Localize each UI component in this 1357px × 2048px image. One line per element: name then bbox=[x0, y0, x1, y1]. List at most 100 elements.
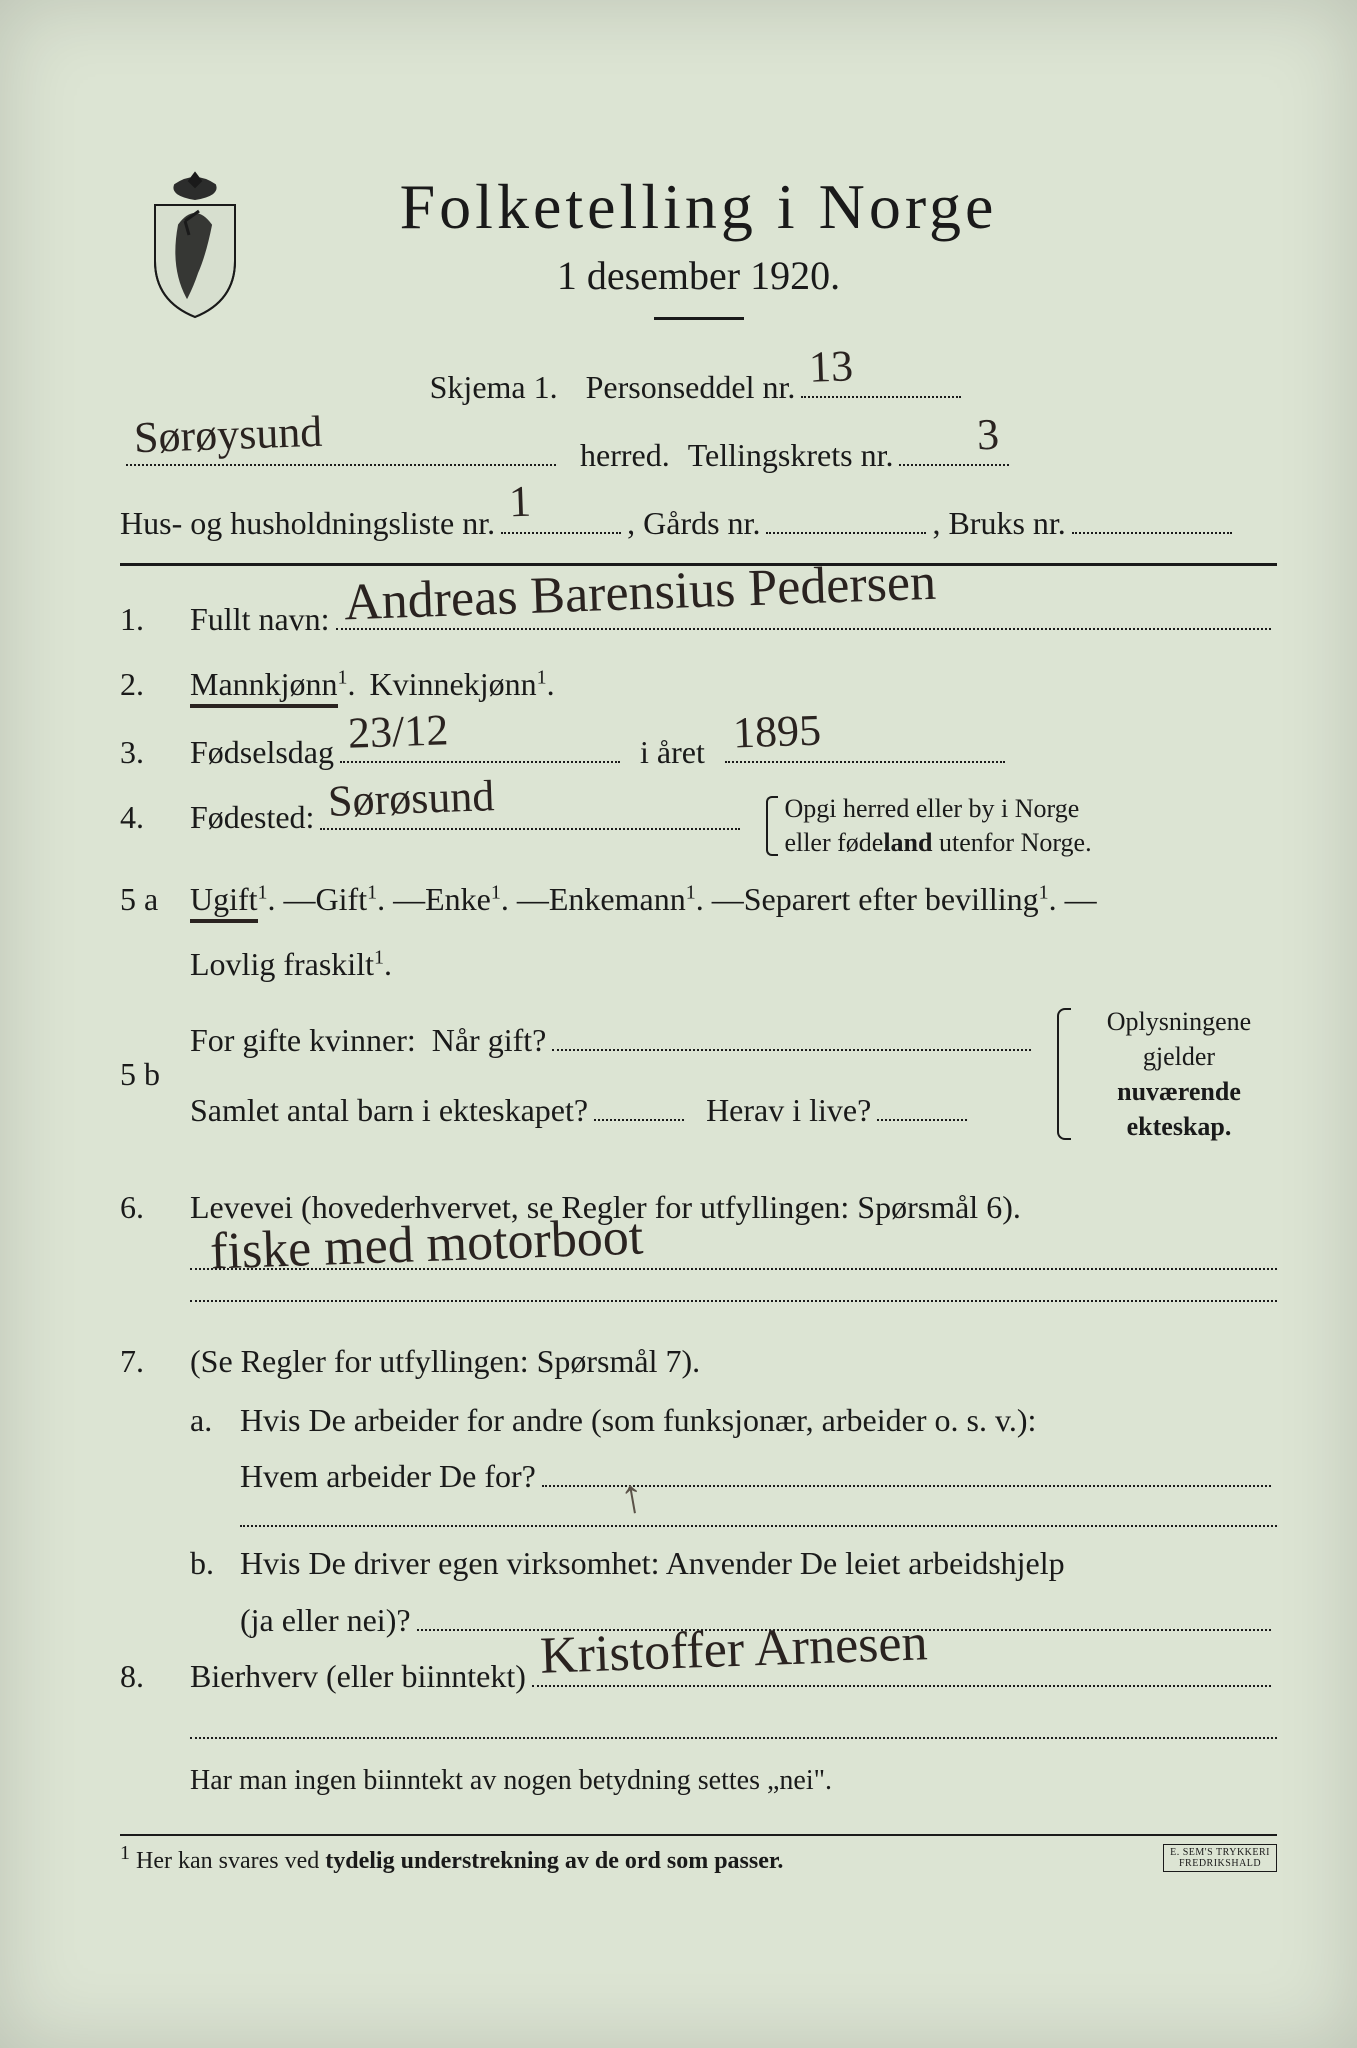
coat-of-arms-icon bbox=[135, 165, 255, 325]
form-inner: Folketelling i Norge 1 desember 1920. Sk… bbox=[120, 60, 1277, 2008]
q7a-line1: a. Hvis De arbeider for andre (som funks… bbox=[190, 1402, 1277, 1439]
personseddel-nr-field: 13 bbox=[801, 360, 961, 398]
q5b-line2: Samlet antal barn i ekteskapet? Herav i … bbox=[190, 1082, 1037, 1136]
q7-num: 7. bbox=[120, 1336, 190, 1387]
row-hus: Hus- og husholdningsliste nr. 1 , Gårds … bbox=[120, 495, 1277, 549]
q7a-field bbox=[542, 1449, 1271, 1487]
q5b-line1-field bbox=[552, 1013, 1031, 1051]
row-q5a-cont: Lovlig fraskilt1. bbox=[120, 939, 1277, 990]
q4-note: Opgi herred eller by i Norge eller fødel… bbox=[766, 792, 1091, 860]
q5a-gift: Gift1. — bbox=[316, 874, 426, 925]
footnote-text: Her kan svares ved tydelig understreknin… bbox=[136, 1848, 783, 1874]
closing-note: Har man ingen biinntekt av nogen betydni… bbox=[190, 1759, 832, 1804]
footnote-text-wrap: 1 Her kan svares ved tydelig understrekn… bbox=[120, 1842, 783, 1875]
q5a-num: 5 a bbox=[120, 874, 190, 925]
footnote-rule bbox=[120, 1834, 1277, 1836]
q8-label: Bierhverv (eller biinntekt) bbox=[190, 1651, 526, 1702]
title-rule bbox=[654, 317, 744, 320]
q7a-text2: Hvem arbeider De for? bbox=[240, 1458, 536, 1495]
herred-value: Sørøysund bbox=[133, 396, 324, 473]
gards-field bbox=[766, 495, 926, 533]
q3-day-value: 23/12 bbox=[347, 695, 450, 769]
q7-label: (Se Regler for utfyllingen: Spørsmål 7). bbox=[190, 1336, 700, 1387]
q5b-line1-label: For gifte kvinner: Når gift? bbox=[190, 1015, 546, 1066]
q3-label: Fødselsdag bbox=[190, 727, 334, 778]
row-herred: Sørøysund herred. Tellingskrets nr. 3 bbox=[120, 428, 1277, 482]
q4-field: Sørøsund bbox=[320, 792, 740, 830]
q5b-line2-label-b: Herav i live? bbox=[706, 1085, 871, 1136]
printer-stamp: E. SEM'S TRYKKERIFREDRIKSHALD bbox=[1163, 1844, 1277, 1872]
q7b-letter: b. bbox=[190, 1545, 240, 1582]
row-q3: 3. Fødselsdag 23/12 i året 1895 bbox=[120, 725, 1277, 779]
q4-num: 4. bbox=[120, 792, 190, 843]
q8-field: Kristoffer Arnesen bbox=[532, 1649, 1271, 1687]
q8-field-2 bbox=[190, 1716, 1277, 1738]
q8-value: Kristoffer Arnesen bbox=[539, 1601, 929, 1698]
tellingskrets-value: 3 bbox=[976, 399, 1000, 470]
q7a-block: a. Hvis De arbeider for andre (som funks… bbox=[120, 1402, 1277, 1528]
q6-field: fiske med motorboot bbox=[190, 1248, 1277, 1270]
q5b-note-3: ekteskap. bbox=[1081, 1109, 1277, 1144]
hus-label: Hus- og husholdningsliste nr. bbox=[120, 498, 495, 549]
q1-label: Fullt navn: bbox=[190, 594, 330, 645]
q1-field: Andreas Barensius Pedersen bbox=[336, 592, 1271, 630]
q7b-text1: Hvis De driver egen virksomhet: Anvender… bbox=[240, 1545, 1065, 1582]
q3-num: 3. bbox=[120, 727, 190, 778]
form-body: Skjema 1. Personseddel nr. 13 Sørøysund … bbox=[120, 360, 1277, 1875]
hus-value: 1 bbox=[508, 467, 532, 538]
q3-year-value: 1895 bbox=[732, 695, 822, 768]
q4-note-line1: Opgi herred eller by i Norge bbox=[784, 792, 1091, 826]
row-q5a: 5 a Ugift1. — Gift1. — Enke1. — Enkemann… bbox=[120, 874, 1277, 925]
q7b-text2: (ja eller nei)? bbox=[240, 1602, 411, 1639]
q1-num: 1. bbox=[120, 594, 190, 645]
q3-year-field: 1895 bbox=[725, 725, 1005, 763]
q7a-line2: Hvem arbeider De for? ↑ bbox=[190, 1449, 1277, 1495]
q5a-fraskilt: Lovlig fraskilt1. bbox=[190, 939, 392, 990]
title-main: Folketelling i Norge bbox=[120, 170, 1277, 244]
q5b-line2-field-b bbox=[877, 1082, 967, 1120]
q4-value: Sørøsund bbox=[327, 761, 496, 837]
q6-num: 6. bbox=[120, 1182, 190, 1233]
census-form-page: Folketelling i Norge 1 desember 1920. Sk… bbox=[0, 0, 1357, 2048]
q6-field-2 bbox=[190, 1280, 1277, 1302]
q5b-line1: For gifte kvinner: Når gift? bbox=[190, 1013, 1037, 1067]
q4-note-line2: eller fødeland utenfor Norge. bbox=[784, 826, 1091, 860]
row-q8: 8. Bierhverv (eller biinntekt) Kristoffe… bbox=[120, 1649, 1277, 1703]
q5a-enke: Enke1. — bbox=[425, 874, 549, 925]
q3-day-field: 23/12 bbox=[340, 725, 620, 763]
q2-mannkjonn: Mannkjønn1. bbox=[190, 659, 356, 710]
closing-note-row: Har man ingen biinntekt av nogen betydni… bbox=[120, 1759, 1277, 1804]
herred-field: Sørøysund bbox=[126, 428, 556, 466]
personseddel-label: Personseddel nr. bbox=[586, 362, 796, 413]
tellingskrets-field: 3 bbox=[899, 428, 1009, 466]
q5b-note-2: gjelder nuværende bbox=[1081, 1039, 1277, 1109]
q7a-text1: Hvis De arbeider for andre (som funksjon… bbox=[240, 1402, 1036, 1439]
q5a-enkemann: Enkemann1. — bbox=[549, 874, 744, 925]
q5b-lines: For gifte kvinner: Når gift? Samlet anta… bbox=[190, 1013, 1037, 1136]
tellingskrets-label: Tellingskrets nr. bbox=[688, 430, 894, 481]
q5b-note-1: Oplysningene bbox=[1081, 1004, 1277, 1039]
bruks-label: Bruks nr. bbox=[948, 498, 1065, 549]
footnote-row: 1 Her kan svares ved tydelig understrekn… bbox=[120, 1842, 1277, 1875]
skjema-label: Skjema 1. bbox=[430, 362, 558, 413]
herred-label: herred. bbox=[580, 430, 670, 481]
q5b-note: Oplysningene gjelder nuværende ekteskap. bbox=[1057, 1004, 1277, 1144]
q5a-ugift: Ugift1. — bbox=[190, 874, 316, 925]
q5b-line2-field-a bbox=[594, 1082, 684, 1120]
q7a-letter: a. bbox=[190, 1402, 240, 1439]
row-q5b: 5 b For gifte kvinner: Når gift? Samlet … bbox=[120, 1004, 1277, 1144]
q4-label: Fødested: bbox=[190, 792, 314, 843]
q7a-field-2 bbox=[240, 1505, 1277, 1527]
q5a-separert: Separert efter bevilling1. — bbox=[744, 874, 1097, 925]
bruks-field bbox=[1072, 495, 1232, 533]
gards-label: Gårds nr. bbox=[643, 498, 760, 549]
title-sub: 1 desember 1920. bbox=[120, 252, 1277, 299]
hus-field: 1 bbox=[501, 495, 621, 533]
q2-num: 2. bbox=[120, 659, 190, 710]
row-q4: 4. Fødested: Sørøsund Opgi herred eller … bbox=[120, 792, 1277, 860]
row-q7: 7. (Se Regler for utfyllingen: Spørsmål … bbox=[120, 1336, 1277, 1387]
row-q2: 2. Mannkjønn1. Kvinnekjønn1. bbox=[120, 659, 1277, 710]
row-q1: 1. Fullt navn: Andreas Barensius Pederse… bbox=[120, 592, 1277, 646]
q7b-line1: b. Hvis De driver egen virksomhet: Anven… bbox=[190, 1545, 1277, 1582]
header: Folketelling i Norge 1 desember 1920. bbox=[120, 60, 1277, 320]
